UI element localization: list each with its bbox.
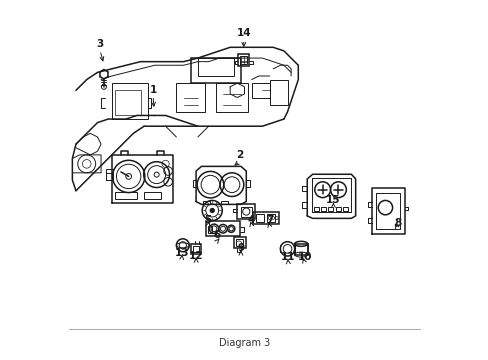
Bar — [269, 80, 287, 105]
Bar — [238, 54, 249, 66]
Bar — [321, 207, 325, 211]
Bar — [256, 214, 263, 222]
Bar — [192, 246, 199, 252]
Text: 9: 9 — [237, 243, 244, 253]
Bar — [176, 83, 204, 112]
Bar — [207, 226, 211, 233]
Text: 12: 12 — [188, 251, 203, 261]
Bar — [144, 192, 161, 199]
Bar — [233, 237, 246, 248]
Text: 10: 10 — [297, 252, 311, 262]
Bar — [267, 214, 274, 222]
Bar — [342, 207, 347, 211]
Bar — [335, 207, 340, 211]
Text: 15: 15 — [325, 195, 340, 205]
Bar — [205, 221, 240, 236]
Bar — [115, 192, 137, 199]
Text: 14: 14 — [236, 28, 250, 38]
Text: Diagram 3: Diagram 3 — [219, 338, 269, 348]
Bar — [115, 90, 140, 116]
Bar — [253, 212, 278, 224]
Bar — [190, 244, 201, 254]
Bar — [328, 207, 333, 211]
Bar — [237, 204, 255, 220]
Text: 1: 1 — [149, 85, 156, 95]
Bar — [236, 239, 243, 246]
Text: 2: 2 — [236, 150, 243, 160]
Text: 3: 3 — [96, 39, 103, 49]
Text: 13: 13 — [174, 248, 188, 258]
Text: 7: 7 — [265, 215, 273, 225]
Bar — [240, 56, 247, 64]
Bar — [294, 244, 307, 255]
Bar — [215, 83, 247, 112]
Text: 11: 11 — [281, 252, 295, 262]
Bar — [221, 201, 228, 204]
Text: 5: 5 — [204, 215, 211, 225]
Circle shape — [210, 208, 214, 213]
Text: 8: 8 — [393, 218, 401, 228]
Bar — [202, 201, 209, 204]
Bar — [106, 169, 113, 180]
Bar — [313, 207, 319, 211]
Bar — [112, 83, 147, 119]
Bar — [190, 58, 241, 83]
Text: 6: 6 — [213, 230, 221, 240]
Bar — [251, 83, 269, 98]
Bar — [240, 207, 251, 217]
Text: 4: 4 — [247, 215, 255, 225]
Bar — [198, 58, 233, 76]
